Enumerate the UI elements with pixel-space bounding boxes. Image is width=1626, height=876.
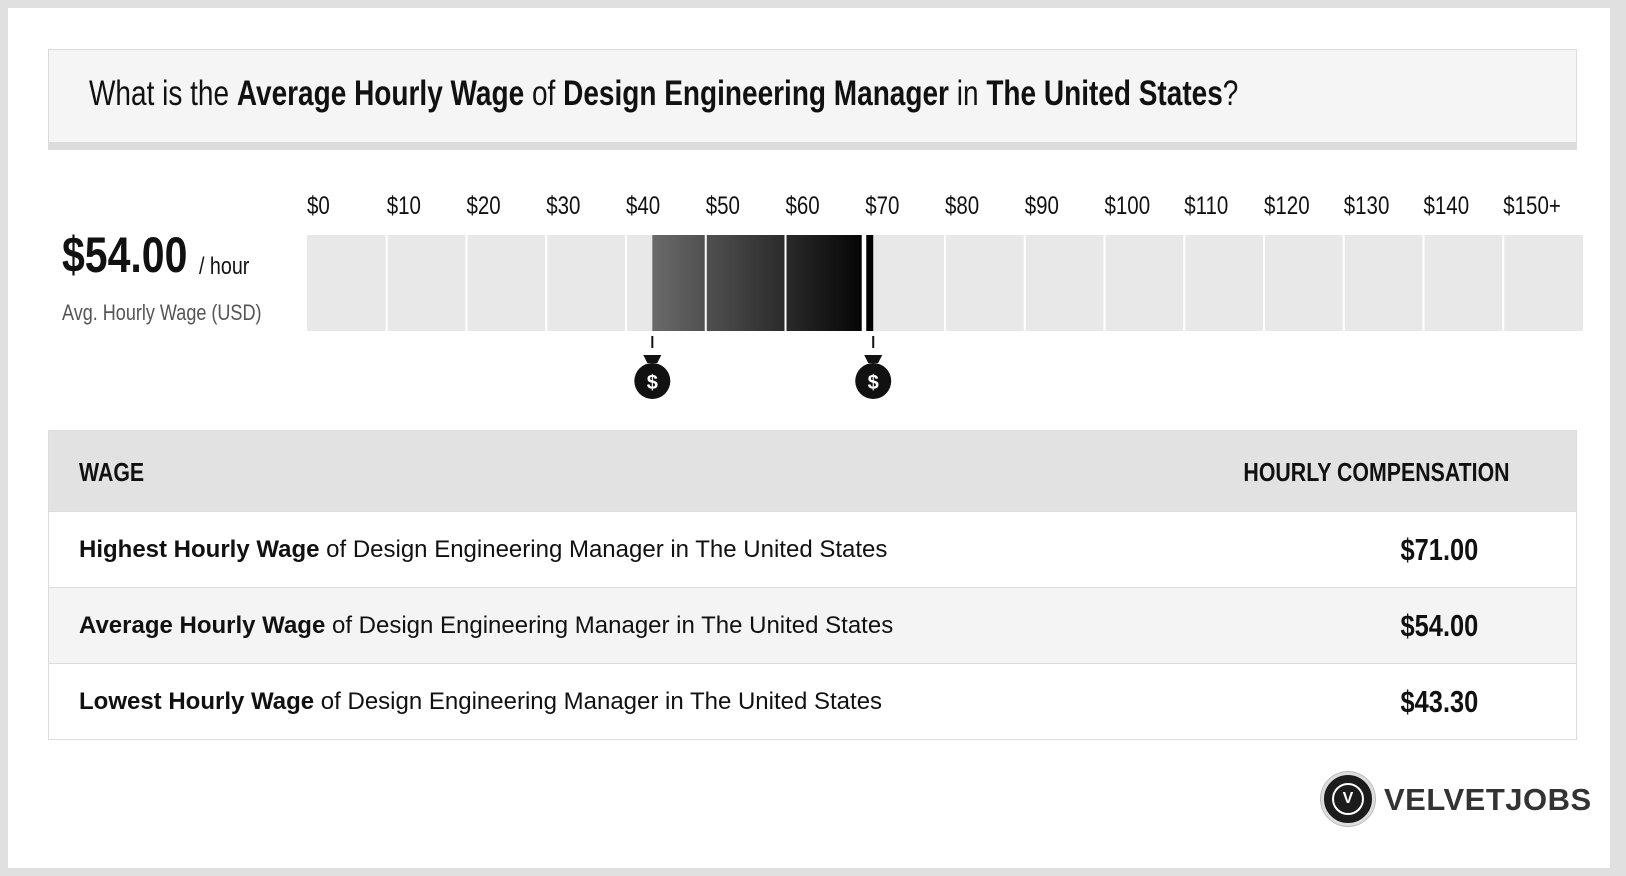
wage-range-bar [652, 235, 874, 331]
tick-label: $80 [945, 191, 979, 219]
tick-label: $70 [865, 191, 899, 219]
tick-label: $120 [1264, 191, 1310, 219]
tick-label: $150+ [1503, 191, 1561, 219]
row-description: Lowest Hourly Wage of Design Engineering… [79, 688, 883, 715]
question-text: What is the Average Hourly Wage of Desig… [89, 74, 1239, 113]
tick-label: $140 [1424, 191, 1470, 219]
tick-label: $50 [706, 191, 740, 219]
average-summary: $54.00 / hour Avg. Hourly Wage (USD) [62, 226, 262, 325]
row-value: $71.00 [1400, 532, 1478, 567]
logo-mark-icon: V [1321, 772, 1375, 826]
tick-label: $40 [626, 191, 660, 219]
row-description: Average Hourly Wage of Design Engineerin… [79, 612, 894, 639]
table-row-highest: Highest Hourly Wage of Design Engineerin… [49, 511, 1576, 587]
header-compensation: HOURLY COMPENSATION [1243, 457, 1510, 487]
header-wage: WAGE [79, 457, 145, 487]
tick-label: $20 [467, 191, 501, 219]
wage-table: WAGE HOURLY COMPENSATION Highest Hourly … [48, 430, 1577, 740]
row-value: $43.30 [1400, 684, 1478, 719]
brand-name: VELVETJOBS [1384, 782, 1592, 817]
svg-text:$: $ [868, 372, 879, 394]
row-description: Highest Hourly Wage of Design Engineerin… [79, 536, 888, 563]
money-bag-icon: $ [855, 336, 892, 399]
table-header: WAGE HOURLY COMPENSATION [49, 431, 1576, 511]
tick-label: $10 [387, 191, 421, 219]
svg-text:$: $ [647, 372, 658, 394]
row-value: $54.00 [1400, 608, 1478, 643]
money-bag-icon: $ [634, 336, 671, 399]
average-unit: / hour [199, 253, 250, 280]
tick-label: $30 [546, 191, 580, 219]
wage-range-chart: $0 $10 $20 $30 $40 $50 $60 $70 $80 $90 $100 $110 $12… [307, 191, 1583, 399]
question-banner: What is the Average Hourly Wage of Desig… [48, 49, 1577, 150]
tick-label: $90 [1025, 191, 1059, 219]
table-row-average: Average Hourly Wage of Design Engineerin… [49, 587, 1576, 663]
tick-label: $100 [1105, 191, 1151, 219]
average-value: $54.00 [62, 227, 188, 283]
tick-label: $60 [786, 191, 820, 219]
tick-label: $110 [1184, 191, 1228, 219]
average-label: Avg. Hourly Wage (USD) [62, 300, 262, 325]
tick-label: $0 [307, 191, 330, 219]
table-row-lowest: Lowest Hourly Wage of Design Engineering… [49, 663, 1576, 739]
tick-label: $130 [1344, 191, 1390, 219]
